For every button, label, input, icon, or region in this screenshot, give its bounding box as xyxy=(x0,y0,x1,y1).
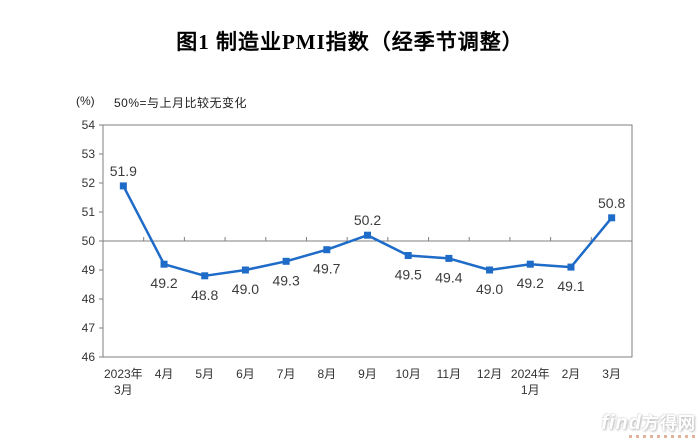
data-point-label: 49.3 xyxy=(272,272,299,288)
x-axis-label: 7月 xyxy=(277,367,296,381)
data-point-label: 49.2 xyxy=(517,275,544,291)
data-point-marker xyxy=(404,252,412,259)
data-point-label: 49.2 xyxy=(150,275,177,291)
data-point-label: 49.5 xyxy=(395,267,422,283)
x-axis-label: 2024年 1月 xyxy=(511,367,550,397)
y-axis-unit-label: (%) xyxy=(76,94,95,108)
y-axis-label: 54 xyxy=(82,118,96,132)
y-axis-label: 51 xyxy=(82,205,96,219)
data-point-marker xyxy=(323,246,331,254)
data-point-label: 49.7 xyxy=(313,261,340,277)
x-axis-label: 11月 xyxy=(437,367,461,381)
data-point-label: 50.8 xyxy=(598,195,625,211)
x-axis-label: 8月 xyxy=(317,367,336,381)
data-point-label: 50.2 xyxy=(354,212,381,228)
data-point-marker xyxy=(282,257,290,265)
y-axis-label: 50 xyxy=(82,234,96,248)
watermark-text: find方得网 xyxy=(601,412,696,434)
y-axis-label: 52 xyxy=(82,176,96,190)
pmi-line xyxy=(122,184,613,278)
y-axis-label: 49 xyxy=(82,263,96,277)
data-point-marker xyxy=(201,272,209,280)
data-point-label: 49.0 xyxy=(232,281,259,297)
x-axis-label: 2023年 3月 xyxy=(104,367,143,397)
x-axis-label: 10月 xyxy=(396,367,421,381)
data-point-label: 49.4 xyxy=(435,269,462,285)
data-point-marker xyxy=(567,263,575,271)
chart-title: 图1 制造业PMI指数（经季节调整） xyxy=(176,30,524,54)
x-axis-label: 9月 xyxy=(358,367,377,381)
data-point-label: 49.0 xyxy=(476,281,503,297)
y-axis-label: 48 xyxy=(82,292,96,306)
watermark-dots xyxy=(629,435,696,438)
watermark: find方得网 xyxy=(601,413,696,438)
data-point-marker xyxy=(608,214,616,222)
x-axis-label: 12月 xyxy=(477,367,502,381)
data-point-label: 49.1 xyxy=(557,278,584,294)
y-axis-label: 47 xyxy=(82,321,96,335)
x-axis-label: 5月 xyxy=(195,367,214,381)
data-point-marker xyxy=(241,266,249,274)
data-point-label: 51.9 xyxy=(110,163,137,179)
y-axis-label: 53 xyxy=(82,147,96,161)
data-point-marker xyxy=(119,182,127,190)
x-axis-label: 3月 xyxy=(602,367,621,381)
data-point-marker xyxy=(526,260,534,268)
reference-note-label: 50%=与上月比较无变化 xyxy=(114,96,248,110)
y-axis-label: 46 xyxy=(82,350,96,364)
data-point-marker xyxy=(160,260,168,268)
data-point-marker xyxy=(445,254,453,262)
x-axis-label: 2月 xyxy=(562,367,581,381)
data-point-label: 48.8 xyxy=(191,287,218,303)
x-axis-label: 4月 xyxy=(155,367,174,381)
x-axis-label: 6月 xyxy=(236,367,255,381)
data-point-marker xyxy=(364,231,371,239)
data-point-marker xyxy=(486,266,494,274)
